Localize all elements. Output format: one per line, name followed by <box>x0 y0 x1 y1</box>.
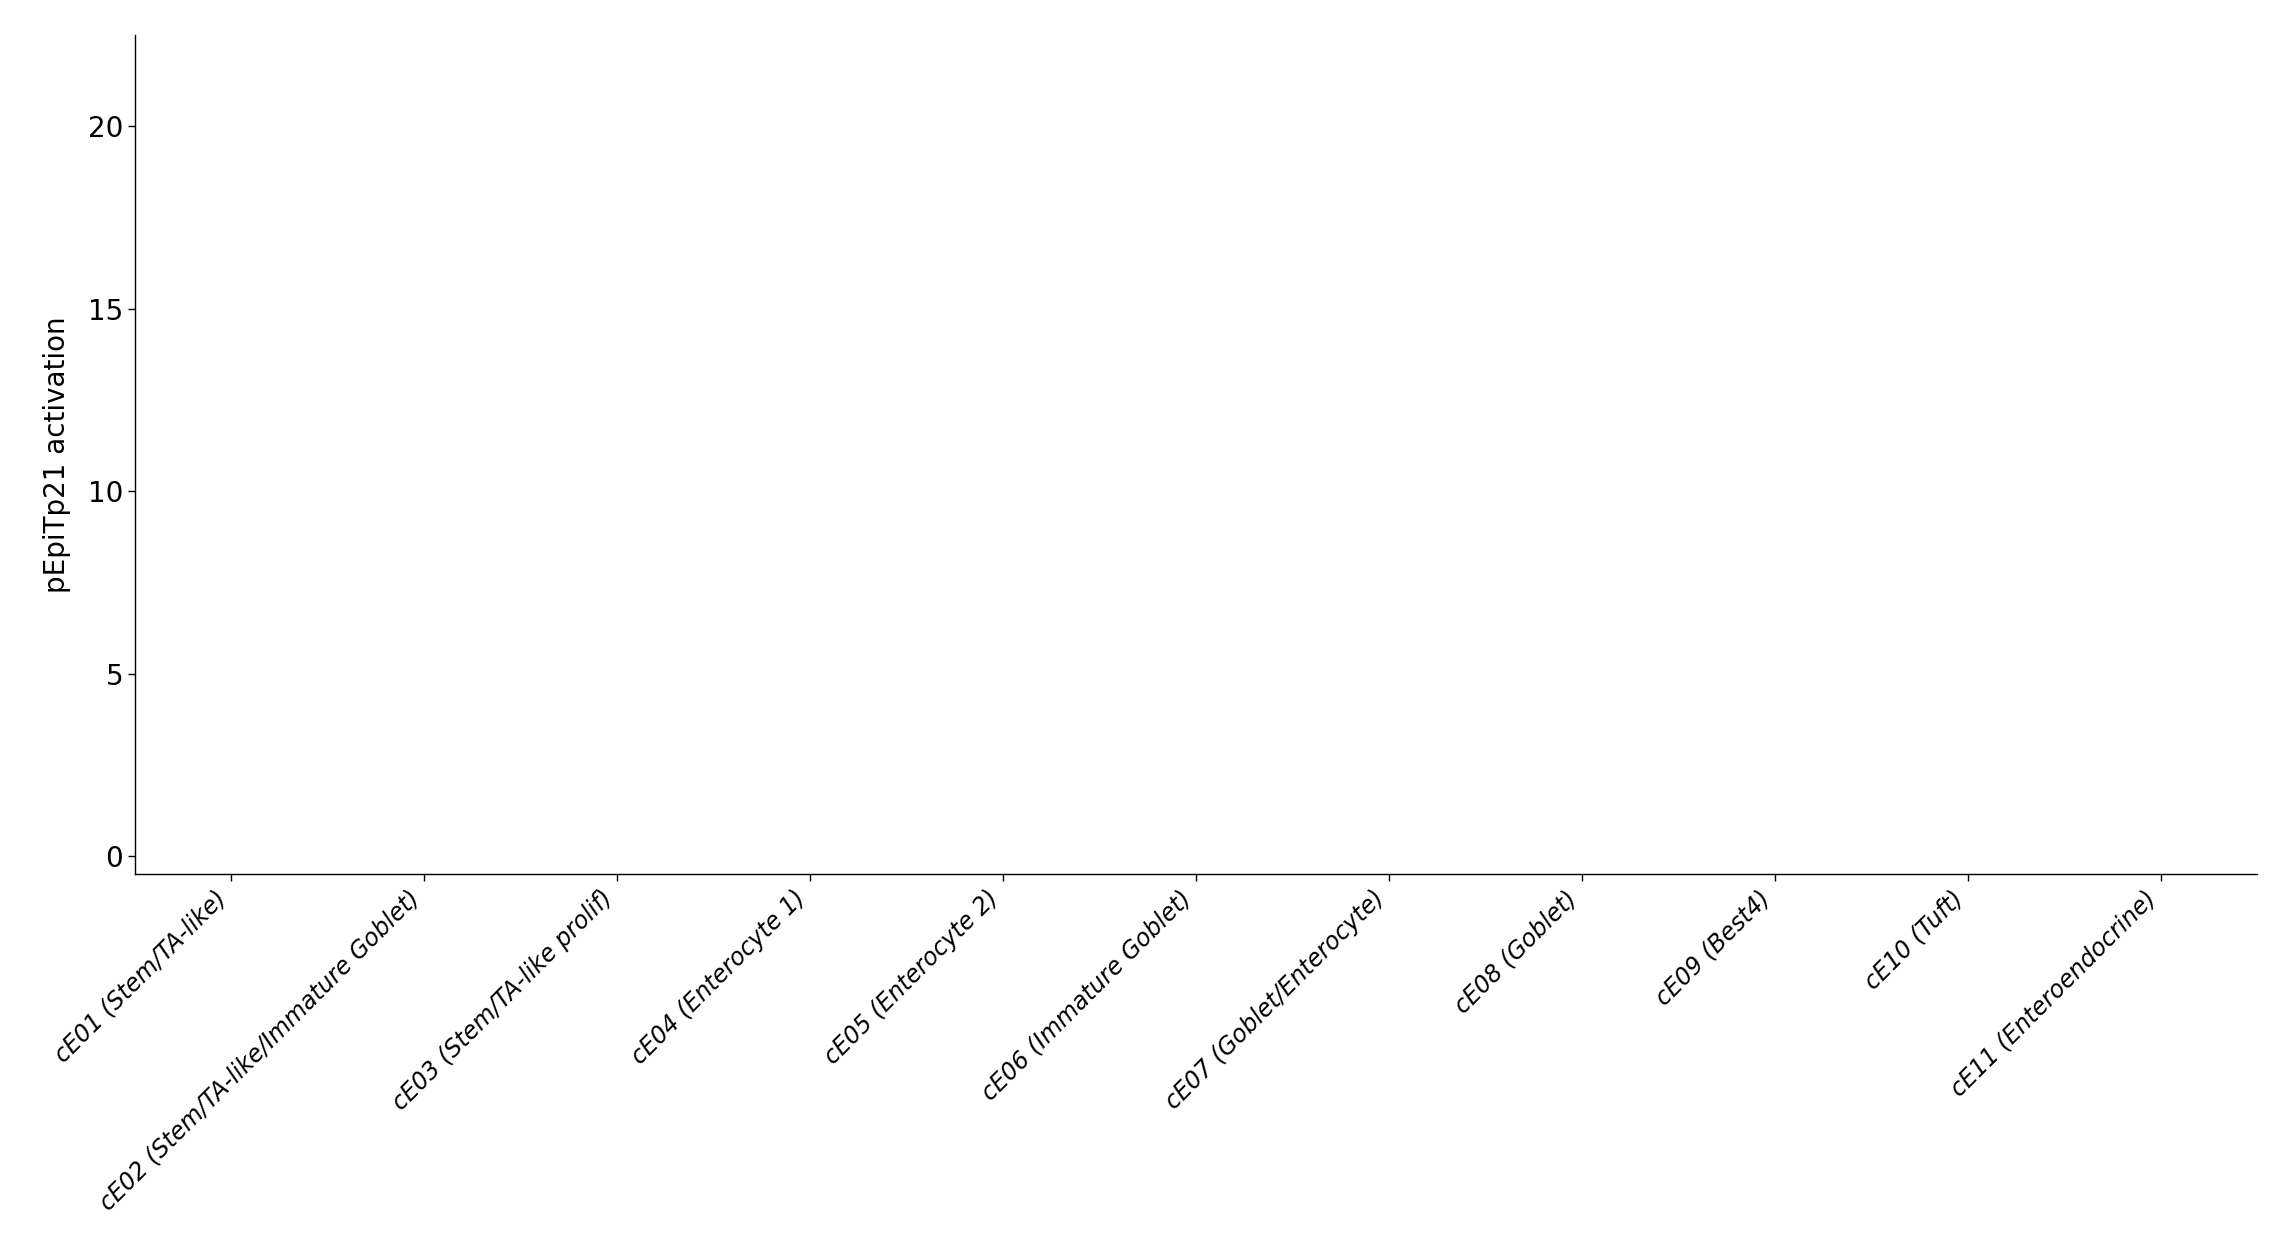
Y-axis label: pEpiTp21 activation: pEpiTp21 activation <box>44 316 71 592</box>
